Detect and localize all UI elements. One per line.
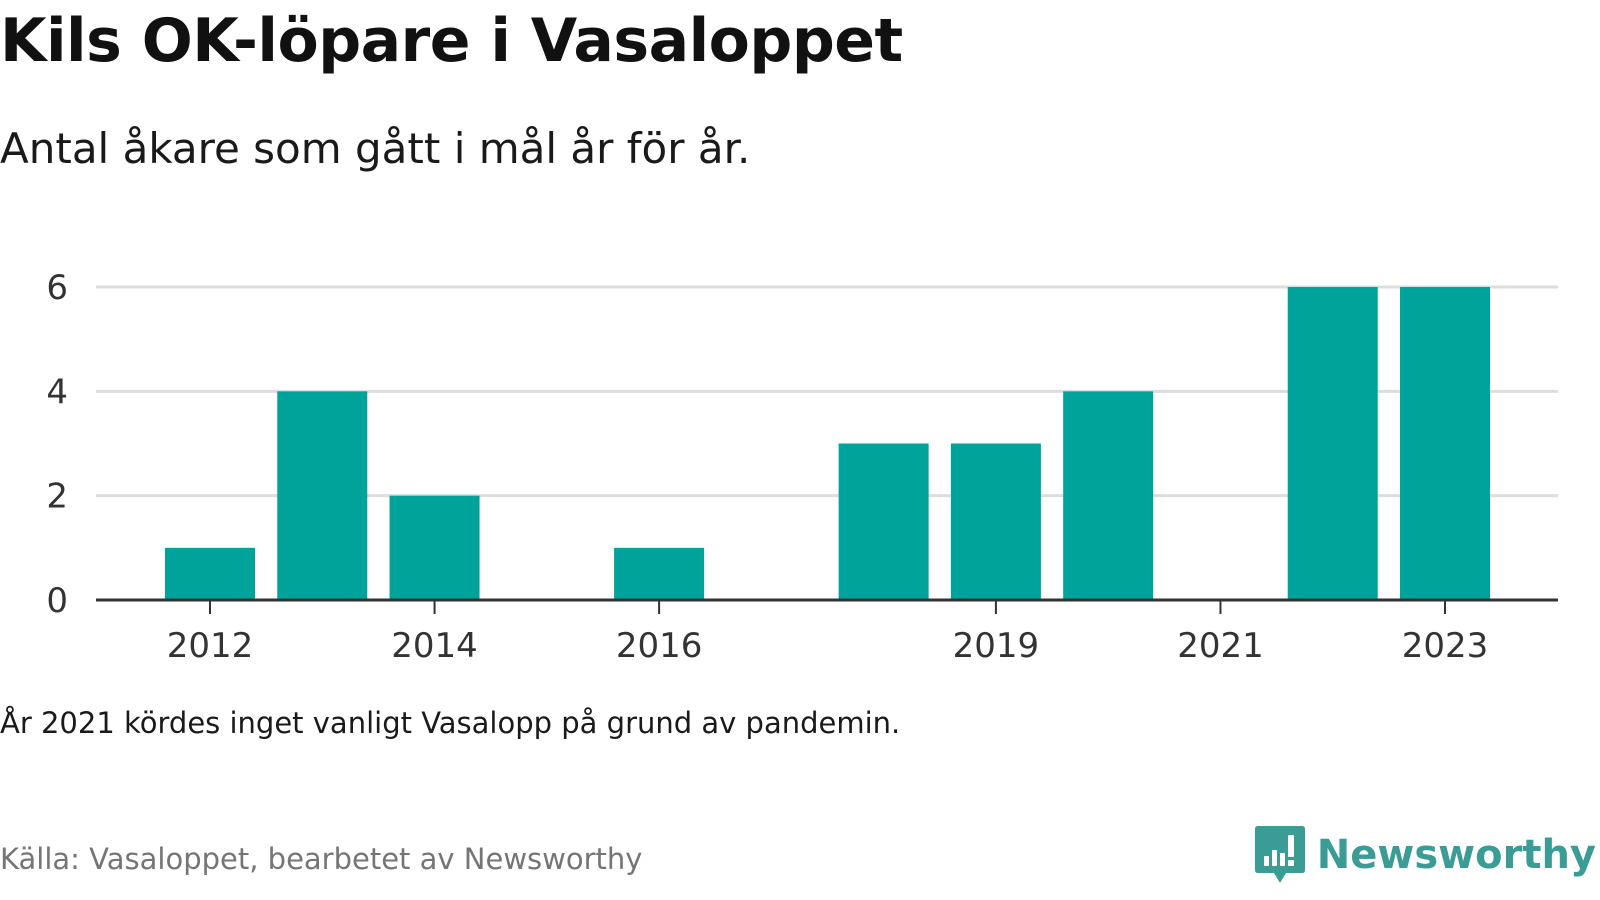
bar-2019	[950, 443, 1041, 600]
bars	[165, 287, 1490, 600]
chart-annotation: År 2021 kördes inget vanligt Vasalopp på…	[0, 706, 901, 740]
x-tick-label: 2023	[1402, 626, 1489, 666]
source-text: Källa: Vasaloppet, bearbetet av Newswort…	[0, 842, 643, 876]
bar-2012	[165, 547, 255, 600]
bar-2016	[614, 547, 705, 600]
bar-chart: 0 2 4 6 2012 2014 2016 2019 2021 2023	[46, 268, 1558, 666]
y-tick-label: 4	[46, 372, 68, 412]
y-tick-label: 6	[46, 268, 68, 308]
chart-title: Kils OK-löpare i Vasaloppet	[0, 6, 903, 76]
y-tick-label: 2	[46, 477, 68, 517]
y-axis-ticks: 0 2 4 6	[46, 268, 68, 621]
bar-2018	[838, 443, 929, 600]
bar-2020	[1063, 391, 1154, 600]
bar-2022	[1287, 287, 1378, 600]
x-axis-ticks: 2012 2014 2016 2019 2021 2023	[167, 600, 1489, 666]
brand-name: Newsworthy	[1316, 832, 1596, 878]
x-tick-label: 2019	[953, 626, 1040, 666]
x-tick-label: 2021	[1177, 626, 1264, 666]
bar-2013	[277, 391, 368, 600]
bar-2023	[1400, 287, 1490, 600]
x-tick-label: 2016	[616, 626, 703, 666]
bar-2014	[389, 495, 480, 600]
y-tick-label: 0	[46, 581, 68, 621]
brand: Newsworthy	[1254, 826, 1596, 884]
x-tick-label: 2014	[391, 626, 478, 666]
newsworthy-logo-icon	[1254, 826, 1305, 883]
x-tick-label: 2012	[167, 626, 254, 666]
chart-subtitle: Antal åkare som gått i mål år för år.	[0, 124, 751, 173]
